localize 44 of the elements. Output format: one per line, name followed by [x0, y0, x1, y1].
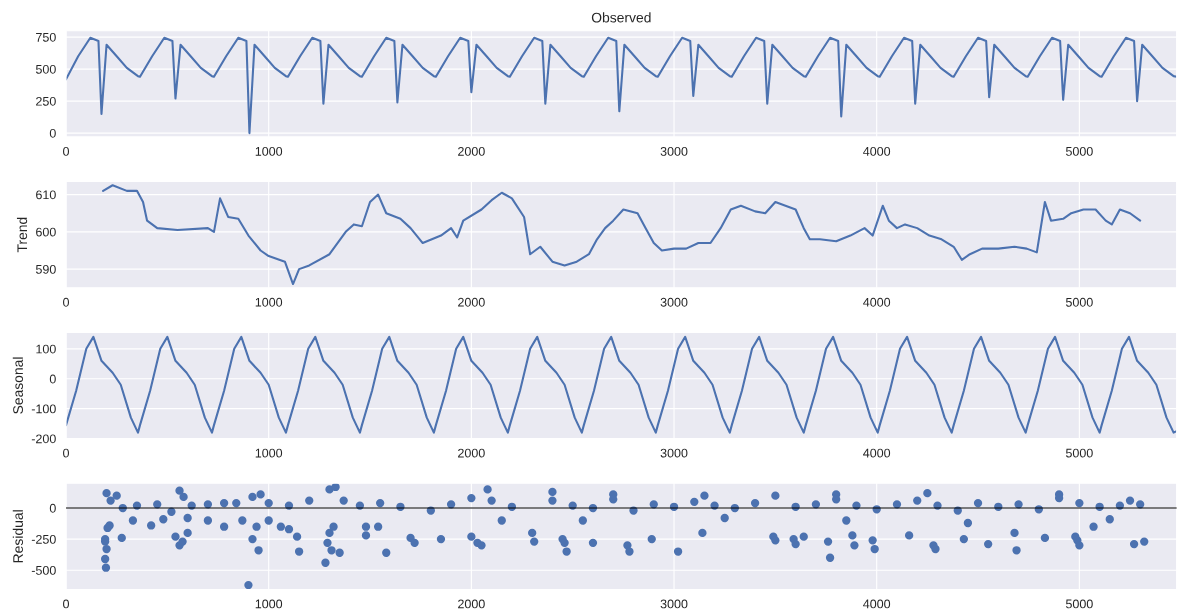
y-tick-label: 590 [35, 264, 56, 274]
x-tick-label: 2000 [458, 599, 485, 609]
x-tick-label: 5000 [1065, 599, 1093, 609]
x-tick-label: 5000 [1065, 448, 1093, 458]
y-tick-label: 0 [49, 374, 56, 384]
x-tick-label: 3000 [660, 599, 688, 609]
line-series [102, 184, 1142, 286]
x-tick-label: 2000 [458, 297, 485, 307]
x-tick-label: 2000 [458, 146, 485, 156]
x-tick-label: 4000 [863, 297, 891, 307]
x-tick-label: 4000 [863, 448, 891, 458]
x-tick-label: 1000 [255, 448, 283, 458]
y-tick-label: 250 [36, 96, 56, 106]
y-tick-label: 750 [36, 32, 56, 42]
x-tick-label: 0 [63, 146, 70, 156]
x-tick-label: 2000 [458, 448, 485, 458]
y-tick-label: 0 [49, 128, 56, 138]
y-tick-label: -200 [31, 434, 56, 444]
x-tick-label: 1000 [255, 146, 283, 156]
y-axis-title: Residual [12, 510, 23, 563]
chart-title: Observed [591, 12, 651, 23]
x-tick-label: 1000 [255, 599, 283, 609]
y-axis-title: Seasonal [12, 357, 23, 414]
x-tick-label: 4000 [863, 599, 891, 609]
x-tick-label: 0 [63, 599, 70, 609]
y-axis-title: Trend [16, 217, 28, 253]
y-tick-label: 610 [36, 190, 56, 200]
x-tick-label: 5000 [1065, 297, 1093, 307]
y-tick-label: 0 [49, 503, 56, 513]
y-tick-label: -500 [31, 565, 56, 575]
y-tick-label: 600 [36, 227, 56, 237]
y-tick-label: -100 [31, 404, 56, 414]
y-tick-label: 500 [35, 64, 56, 74]
line-series [66, 335, 1177, 434]
x-tick-label: 0 [63, 448, 70, 458]
y-tick-label: 100 [36, 344, 56, 354]
x-tick-label: 1000 [255, 297, 283, 307]
x-tick-label: 5000 [1065, 146, 1093, 156]
x-tick-label: 4000 [863, 146, 891, 156]
x-tick-label: 3000 [660, 448, 688, 458]
y-tick-label: -250 [31, 534, 56, 544]
x-tick-label: 3000 [660, 297, 688, 307]
x-tick-label: 0 [63, 297, 70, 307]
x-tick-label: 3000 [660, 146, 688, 156]
